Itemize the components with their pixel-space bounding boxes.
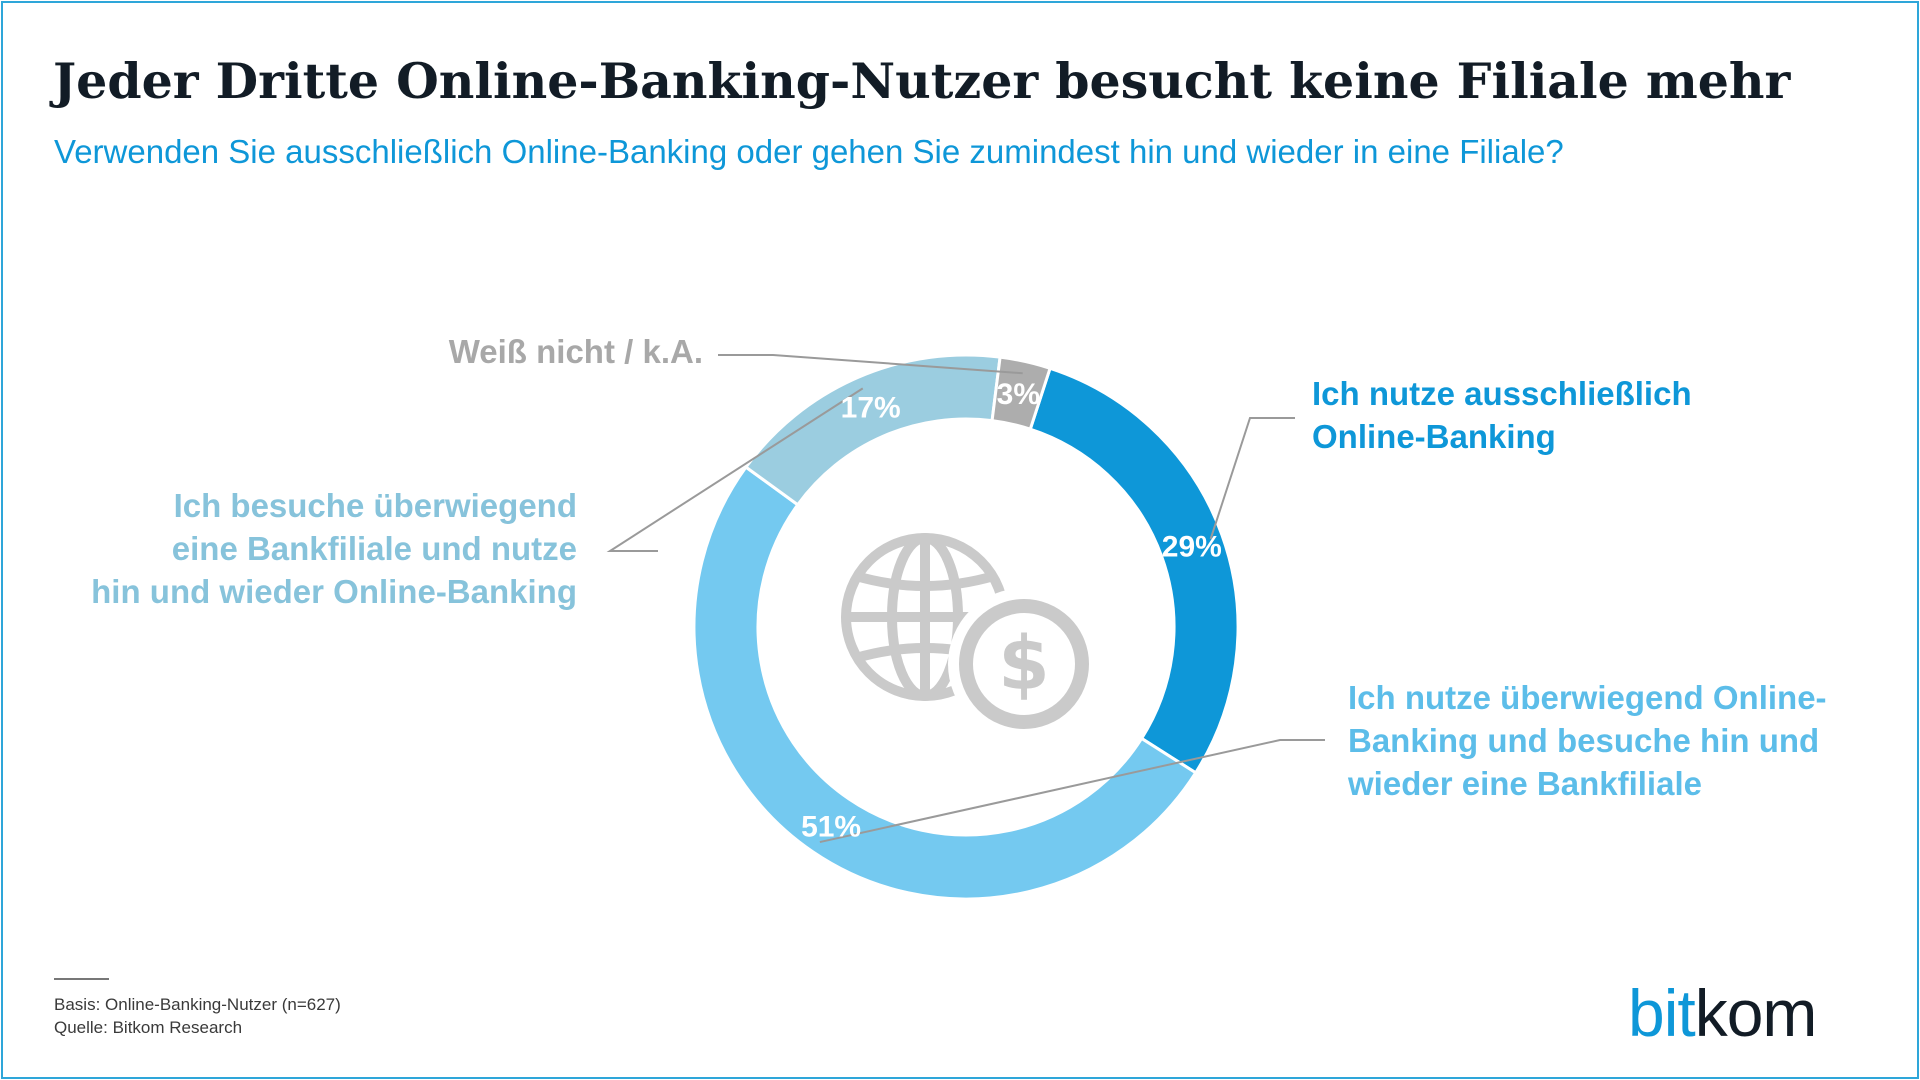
donut-slices bbox=[692, 353, 1240, 901]
category-label-dont-know: Weiß nicht / k.A. bbox=[448, 333, 703, 370]
footer-source: Quelle: Bitkom Research bbox=[54, 1018, 243, 1037]
value-label-mostly-online: 51% bbox=[801, 810, 861, 843]
footer-basis: Basis: Online-Banking-Nutzer (n=627) bbox=[54, 995, 341, 1014]
value-label-dont-know: 3% bbox=[997, 378, 1040, 411]
category-label-online-only: Ich nutze ausschließlich Online-Banking bbox=[1312, 375, 1692, 455]
leader-line-online-only bbox=[1209, 417, 1295, 540]
leader-line-mostly-online bbox=[819, 739, 1325, 844]
chart-subtitle: Verwenden Sie ausschließlich Online-Bank… bbox=[54, 133, 1564, 170]
slice-mostly-online bbox=[692, 465, 1198, 901]
category-label-mostly-online: Ich nutze überwiegend Online- Banking un… bbox=[1348, 679, 1827, 802]
leader-lines bbox=[606, 354, 1325, 844]
slice-mostly-branch bbox=[743, 353, 1002, 507]
svg-text:$: $ bbox=[998, 621, 1050, 707]
slice-online-only bbox=[1028, 366, 1240, 775]
value-label-mostly-branch: 17% bbox=[841, 392, 901, 425]
logo-part-bit: bit bbox=[1628, 976, 1696, 1050]
value-labels: 29% 51% 17% 3% bbox=[801, 378, 1222, 844]
leader-line-mostly-branch bbox=[606, 387, 864, 552]
logo-part-kom: kom bbox=[1694, 976, 1818, 1050]
chart-title: Jeder Dritte Online-Banking-Nutzer besuc… bbox=[53, 52, 1791, 110]
category-label-mostly-branch: Ich besuche überwiegend eine Bankfiliale… bbox=[91, 487, 577, 610]
slice-dont-know bbox=[990, 355, 1052, 432]
leader-line-dont-know bbox=[718, 354, 1023, 375]
value-label-online-only: 29% bbox=[1162, 531, 1222, 564]
globe-dollar-icon: $ bbox=[841, 533, 1100, 740]
bitkom-logo: bitkom bbox=[1628, 975, 1818, 1051]
footer-divider bbox=[54, 978, 109, 980]
